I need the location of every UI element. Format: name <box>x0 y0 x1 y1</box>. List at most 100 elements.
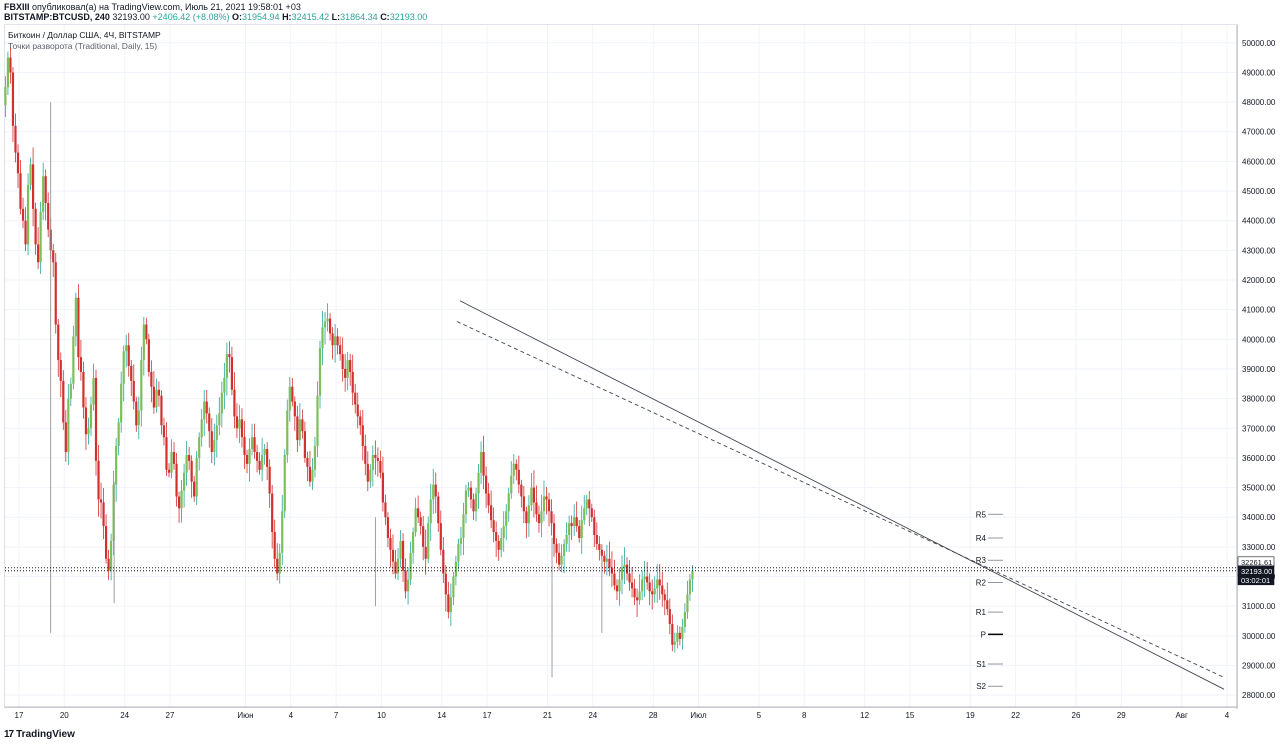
candle-body <box>165 437 168 470</box>
candle-body <box>469 487 473 500</box>
price-change: +2406.42 (+8.08%) <box>152 12 230 22</box>
candle-body <box>233 389 236 417</box>
candle-body <box>77 297 80 358</box>
candle-body <box>273 532 276 559</box>
candle-body <box>386 517 390 538</box>
published-text: опубликовал(а) на TradingView.com, Июль … <box>32 2 301 12</box>
time-tick-label: Авг <box>1175 711 1188 720</box>
candle-body <box>369 469 372 482</box>
symbol-label[interactable]: BITSTAMP:BTCUSD, 240 <box>4 12 110 22</box>
candle-body <box>29 164 32 186</box>
candle-body <box>293 401 296 417</box>
price-tick-label: 41000.00 <box>1242 306 1276 315</box>
candle-body <box>457 543 460 562</box>
candle-body <box>160 395 163 426</box>
candle-body <box>145 324 148 340</box>
trendline-dashed[interactable] <box>456 321 1225 678</box>
candle-body <box>281 511 284 553</box>
last-price: 32193.00 <box>112 12 150 22</box>
candle-body <box>399 540 402 559</box>
candle-body <box>261 454 264 470</box>
price-tick-label: 50000.00 <box>1242 39 1276 48</box>
candle-body <box>276 558 279 574</box>
candle-body <box>464 490 468 515</box>
candle-body <box>205 401 208 414</box>
candle-body <box>646 576 649 583</box>
candle-body <box>570 523 573 527</box>
chart-legend: Биткоин / Доллар США, 4Ч, BITSTAMP Точки… <box>8 30 161 52</box>
candle-body <box>69 383 72 399</box>
candle-body <box>530 487 533 506</box>
candle-body <box>359 416 362 426</box>
series-title[interactable]: Биткоин / Доллар США, 4Ч, BITSTAMP <box>8 30 161 40</box>
time-tick-label: 10 <box>377 711 386 720</box>
time-tick-label: 4 <box>289 711 294 720</box>
candle-body <box>135 401 138 426</box>
candle-body <box>487 493 490 506</box>
candle-body <box>490 505 493 521</box>
candle-body <box>258 460 261 470</box>
candle-body <box>404 570 407 592</box>
candle-body <box>648 582 651 592</box>
indicator-title[interactable]: Точки разворота (Traditional, Daily, 15) <box>8 41 158 51</box>
candle-body <box>316 395 319 447</box>
candle-body <box>384 502 387 518</box>
time-tick-label: 12 <box>860 711 869 720</box>
candle-body <box>532 487 536 503</box>
candle-body <box>414 508 417 533</box>
author-name[interactable]: FBXIII <box>4 2 30 12</box>
candle-body <box>666 600 669 610</box>
time-tick-label: 22 <box>1011 711 1020 720</box>
time-tick-label: 29 <box>1117 711 1126 720</box>
candle-body <box>195 457 198 497</box>
candle-body <box>432 484 435 500</box>
price-tick-label: 30000.00 <box>1242 632 1276 641</box>
candle-body <box>142 324 145 361</box>
candle-body <box>547 499 551 512</box>
candle-body <box>525 511 528 524</box>
candle-body <box>172 451 176 464</box>
candle-body <box>477 472 480 494</box>
candle-body <box>583 508 586 521</box>
candle-body <box>263 449 266 455</box>
candle-body <box>39 211 42 263</box>
time-tick-label: 24 <box>120 711 129 720</box>
candle-body <box>84 407 88 435</box>
candle-body <box>238 419 241 429</box>
candle-body <box>175 463 178 497</box>
candle-body <box>203 401 206 420</box>
pivot-label-p: P <box>981 630 986 639</box>
candle-body <box>4 87 7 106</box>
pivot-label-r1: R1 <box>976 608 987 617</box>
candle-body <box>535 502 538 515</box>
candle-body <box>545 496 548 500</box>
candle-body <box>87 428 90 435</box>
time-tick-label: 14 <box>437 711 446 720</box>
candle-body <box>230 357 234 390</box>
candle-body <box>34 208 37 245</box>
candle-body <box>449 597 452 613</box>
candle-body <box>344 368 347 378</box>
candle-body <box>374 454 377 458</box>
candle-body <box>248 449 251 464</box>
candle-body <box>339 345 342 355</box>
candle-body <box>542 496 546 512</box>
candle-body <box>555 543 558 553</box>
candle-body <box>266 449 269 467</box>
candle-body <box>482 451 485 476</box>
pivot-label-s1: S1 <box>976 660 986 669</box>
time-tick-label: 19 <box>966 711 975 720</box>
candle-body <box>147 339 150 372</box>
candle-body <box>6 57 10 88</box>
time-tick-label: 26 <box>1072 711 1081 720</box>
candle-body <box>510 475 513 494</box>
candle-body <box>467 487 470 491</box>
candle-body <box>210 431 213 452</box>
candle-body <box>484 475 488 494</box>
trendline-solid[interactable] <box>459 300 1225 690</box>
pivot-label-r2: R2 <box>976 578 987 587</box>
candle-body <box>92 377 95 405</box>
candle-body <box>560 555 563 565</box>
candle-body <box>245 454 249 464</box>
